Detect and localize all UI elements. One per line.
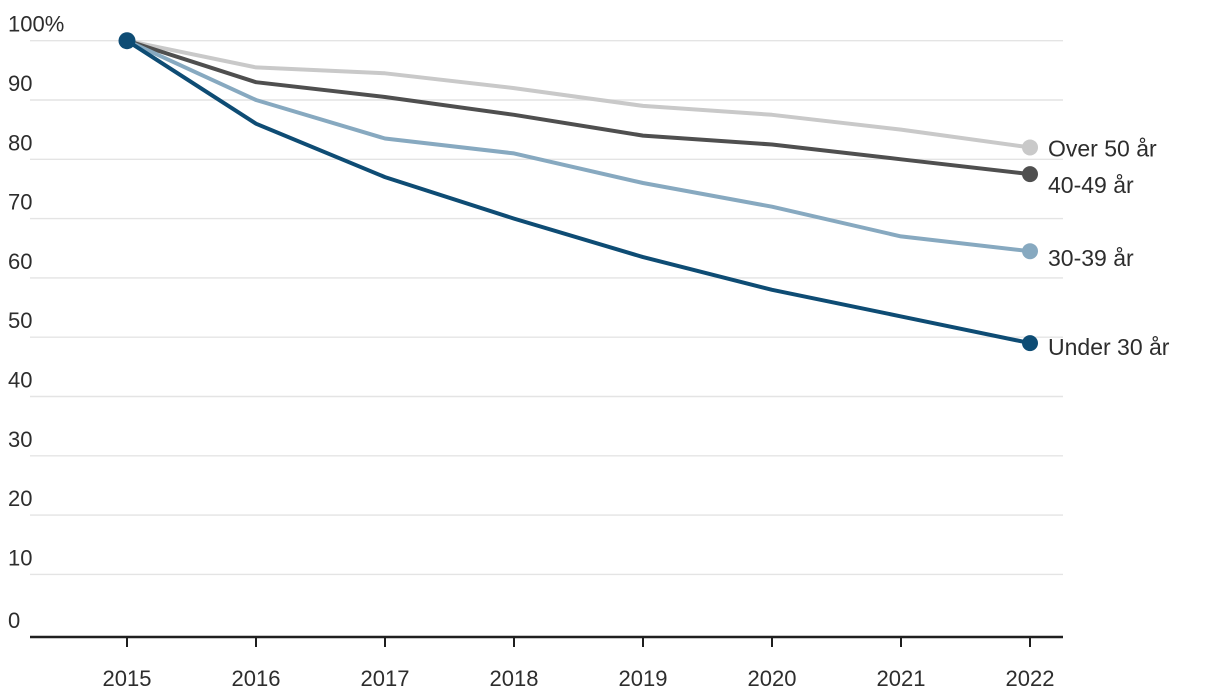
y-tick-label: 0 — [8, 608, 20, 633]
y-tick-label: 80 — [8, 130, 32, 155]
y-tick-label: 30 — [8, 427, 32, 452]
x-tick-label: 2015 — [103, 666, 152, 691]
y-tick-label: 10 — [8, 545, 32, 570]
series-line-under-30-ar — [125, 38, 1032, 346]
series-line-40-49-ar — [125, 38, 1032, 177]
series-end-dot-under-30-ar — [1022, 335, 1038, 352]
x-tick-label: 2020 — [748, 666, 797, 691]
series-label-30-39-ar: 30-39 år — [1048, 245, 1134, 271]
series-end-dot-40-49-ar — [1022, 166, 1038, 183]
y-tick-label: 20 — [8, 486, 32, 511]
y-tick-label: 100% — [8, 12, 64, 37]
y-tick-label: 50 — [8, 308, 32, 333]
x-tick-label: 2018 — [490, 666, 539, 691]
y-tick-label: 90 — [8, 71, 32, 96]
series-line-30-39-ar — [125, 38, 1032, 254]
series-end-dot-over-50-ar — [1022, 139, 1038, 156]
series-start-dot — [118, 32, 136, 50]
y-tick-label: 40 — [8, 368, 32, 393]
series-label-40-49-ar: 40-49 år — [1048, 172, 1134, 198]
y-tick-label: 70 — [8, 190, 32, 215]
series-line-over-50-ar — [125, 38, 1032, 150]
series-end-dot-30-39-ar — [1022, 243, 1038, 260]
x-tick-label: 2022 — [1006, 666, 1055, 691]
x-tick-label: 2016 — [232, 666, 281, 691]
x-tick-label: 2021 — [877, 666, 926, 691]
series-label-under-30-ar: Under 30 år — [1048, 334, 1170, 360]
x-tick-label: 2019 — [619, 666, 668, 691]
x-tick-label: 2017 — [361, 666, 410, 691]
y-tick-label: 60 — [8, 249, 32, 274]
series-label-over-50-ar: Over 50 år — [1048, 135, 1157, 161]
